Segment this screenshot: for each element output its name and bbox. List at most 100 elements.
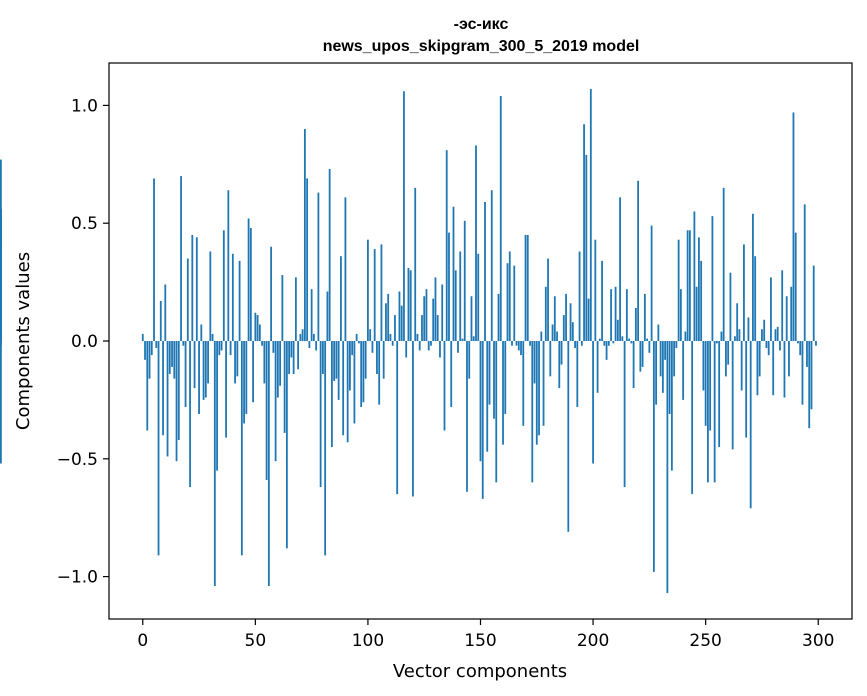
bar-55 — [265, 341, 268, 480]
bar-267 — [743, 244, 745, 341]
bar-237 — [675, 341, 678, 349]
bar-289 — [792, 112, 795, 341]
bar-238 — [677, 239, 680, 341]
bar-82 — [326, 291, 329, 341]
bar-182 — [551, 324, 554, 341]
bar-283 — [779, 341, 781, 351]
bar-292 — [799, 341, 802, 356]
bar-185 — [558, 341, 561, 389]
bar-234 — [668, 341, 671, 415]
bar-100 — [367, 239, 369, 341]
bar-130 — [434, 277, 437, 341]
bar-217 — [630, 341, 633, 344]
bar-296 — [808, 341, 811, 429]
bar-139 — [454, 270, 457, 341]
bar-258 — [722, 187, 725, 341]
bar-94 — [353, 341, 356, 424]
bar-109 — [387, 293, 390, 341]
bar-186 — [560, 341, 563, 365]
chart-title-line2: news_upos_skipgram_300_5_2019 model — [323, 38, 640, 55]
bar-93 — [351, 341, 354, 356]
bar-29 — [207, 341, 209, 384]
bar-233 — [666, 341, 669, 594]
bar-1 — [144, 341, 146, 360]
bar-242 — [686, 230, 689, 341]
bar-219 — [634, 308, 637, 341]
bar-4 — [150, 341, 153, 356]
bar-205 — [603, 341, 606, 346]
bar-220 — [637, 180, 640, 341]
bar-77 — [315, 341, 318, 351]
bar-47 — [247, 218, 250, 341]
bar-7 — [157, 341, 160, 556]
bar-173 — [531, 341, 534, 483]
bar-231 — [661, 341, 664, 393]
bar-196 — [583, 124, 585, 341]
bar-229 — [657, 324, 660, 341]
bar-23 — [193, 341, 196, 389]
bar-45 — [243, 341, 245, 424]
bar-107 — [382, 341, 385, 379]
bar-225 — [648, 341, 651, 353]
bar-295 — [806, 341, 808, 367]
bar-117 — [405, 341, 408, 358]
bar-9 — [162, 341, 164, 436]
bar-123 — [418, 341, 421, 351]
bar-250 — [704, 341, 707, 426]
bar-134 — [443, 341, 446, 431]
bar-76 — [312, 333, 315, 341]
bar-48 — [249, 227, 252, 341]
bar-253 — [711, 216, 714, 341]
bar-39 — [229, 341, 232, 356]
bar-203 — [598, 338, 601, 341]
bar-269 — [747, 317, 750, 341]
bar-40 — [231, 253, 234, 341]
bar-279 — [770, 277, 772, 341]
bar-286 — [785, 296, 788, 341]
bar-18 — [182, 341, 185, 346]
bar-108 — [385, 303, 387, 341]
bar-162 — [506, 263, 509, 341]
bar-161 — [504, 341, 507, 415]
bar-240 — [682, 341, 685, 400]
bar-63 — [283, 341, 286, 433]
bar-276 — [763, 319, 766, 341]
bar-228 — [655, 341, 658, 405]
bar-90 — [344, 197, 347, 341]
bar-21 — [189, 341, 191, 488]
y-tick-label: −1.0 — [57, 568, 98, 588]
bar-264 — [736, 303, 739, 341]
bar-178 — [542, 341, 545, 426]
bar-190 — [569, 303, 572, 341]
bar-152 — [484, 202, 486, 341]
bar-104 — [376, 341, 378, 374]
bar-53 — [261, 341, 263, 346]
bar-171 — [526, 234, 529, 341]
x-tick-label: 150 — [464, 631, 496, 651]
bar-199 — [589, 88, 592, 341]
bar-106 — [380, 244, 383, 341]
bar-180 — [547, 258, 549, 341]
bar-28 — [204, 341, 207, 398]
bar-241 — [684, 331, 687, 341]
bar-148 — [475, 145, 477, 341]
x-tick-label: 50 — [245, 631, 267, 651]
bar-97 — [360, 341, 363, 407]
bar-232 — [664, 341, 667, 360]
bar-291 — [797, 341, 799, 344]
bar-204 — [601, 260, 603, 341]
bar-262 — [731, 341, 734, 450]
bar-undefined — [0, 341, 2, 346]
bar-208 — [610, 289, 612, 341]
bar-68 — [294, 277, 297, 341]
bar-150 — [479, 341, 482, 462]
bar-294 — [803, 204, 806, 341]
x-tick-label: 100 — [352, 631, 384, 651]
bar-80 — [321, 341, 324, 374]
bar-213 — [621, 336, 624, 341]
bar-135 — [445, 150, 448, 341]
bar-191 — [571, 322, 574, 341]
bar-272 — [754, 256, 757, 341]
bar-124 — [421, 315, 423, 341]
